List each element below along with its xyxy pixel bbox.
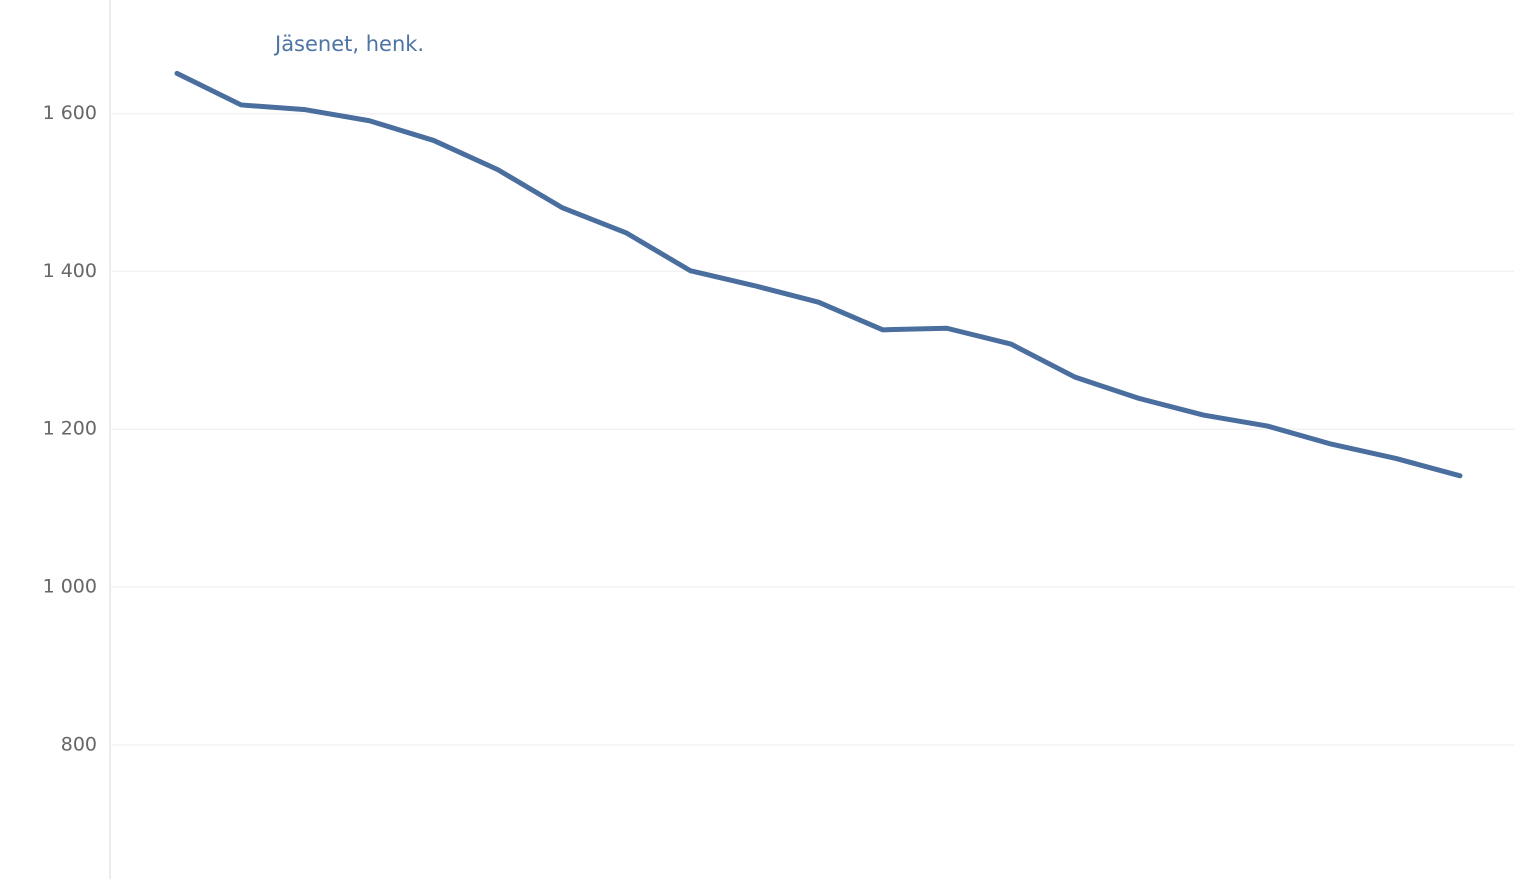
y-tick-label: 800: [61, 733, 97, 755]
chart-title: Jäsenet, henk.: [273, 32, 424, 56]
y-tick-label: 1 600: [43, 102, 97, 124]
y-tick-label: 1 200: [43, 418, 97, 440]
y-tick-label: 1 000: [43, 576, 97, 598]
data-line: [174, 70, 1463, 479]
y-tick-label: 1 400: [43, 260, 97, 282]
